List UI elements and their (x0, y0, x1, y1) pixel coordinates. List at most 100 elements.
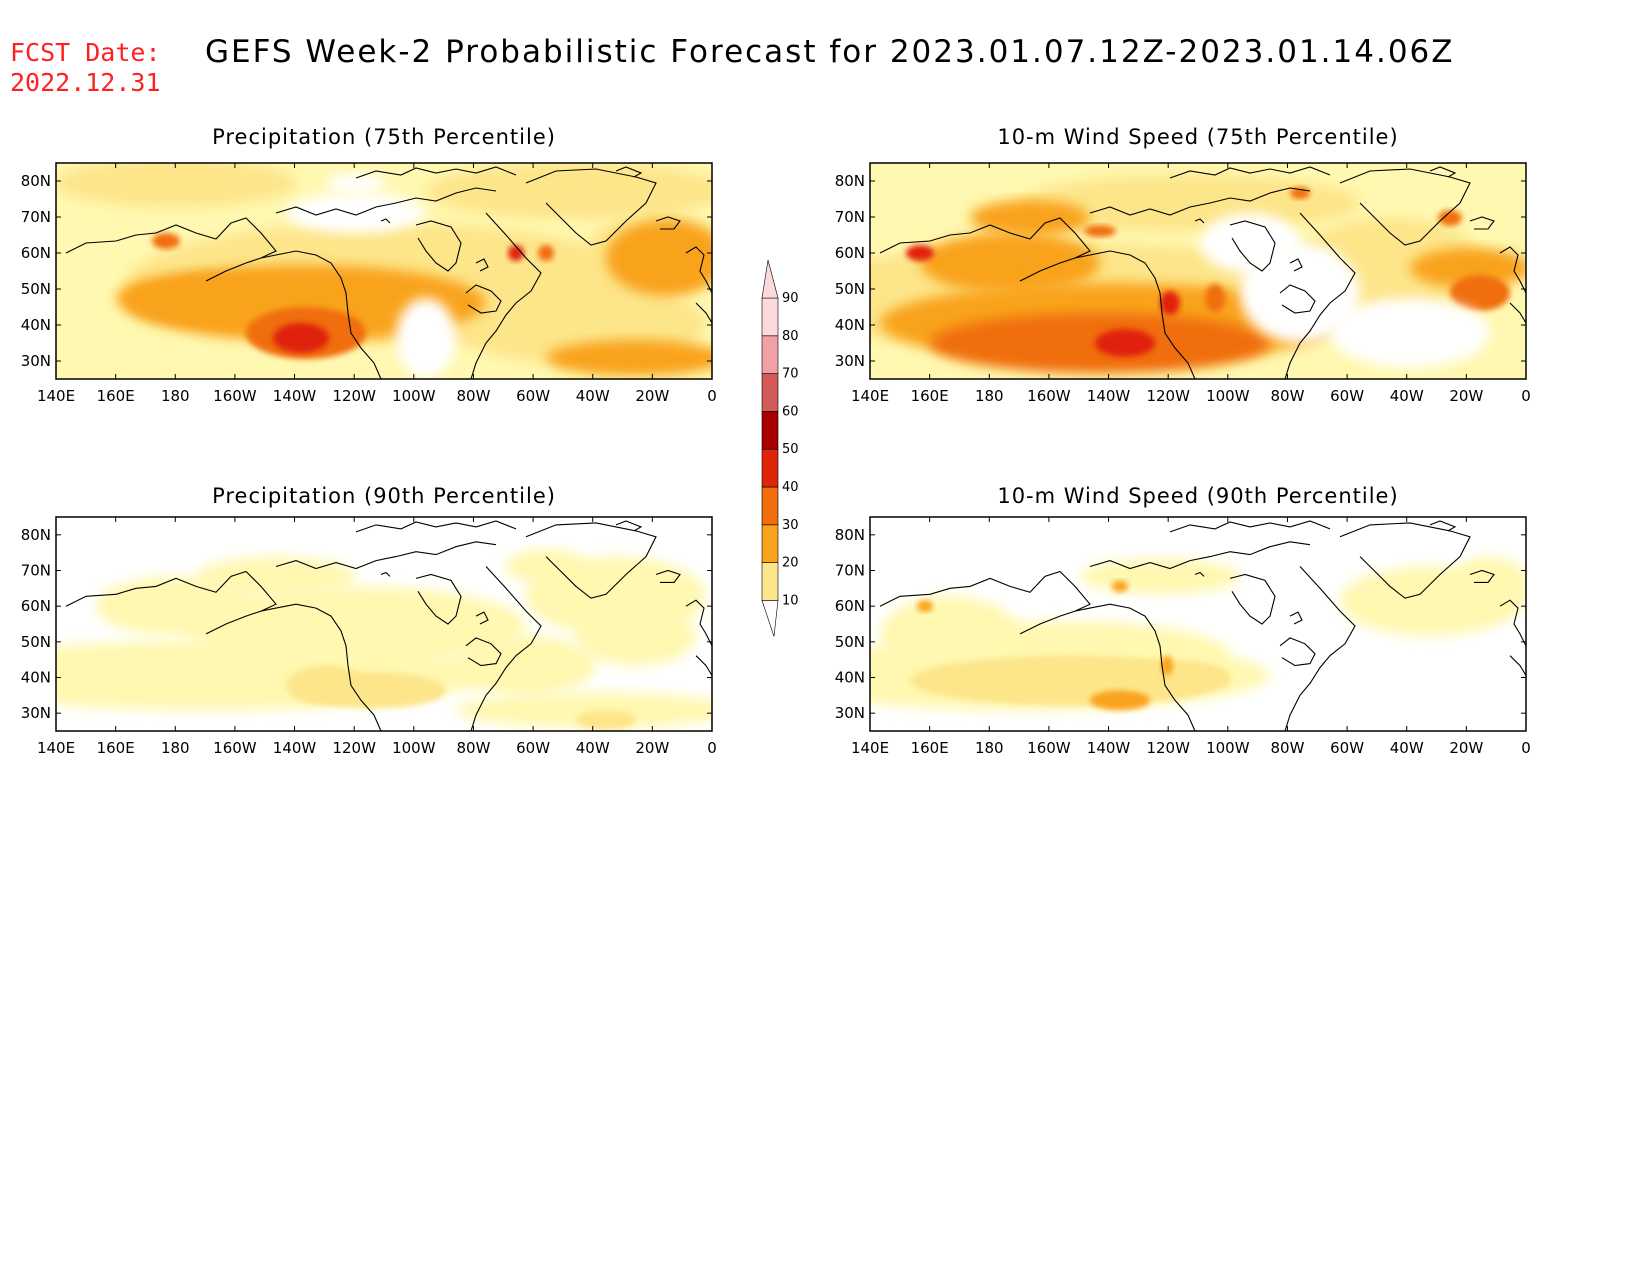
coastline (465, 284, 502, 314)
coastline (1074, 603, 1196, 731)
colorbar: 10 20 30 40 50 60 70 80 90 (761, 259, 799, 637)
lon-tick-label: 60W (1330, 387, 1364, 405)
lon-tick-label: 60W (516, 387, 550, 405)
lat-tick-label: 40N (21, 669, 51, 687)
coastline (1284, 566, 1356, 731)
lon-tick-label: 20W (635, 387, 669, 405)
coastline (1499, 246, 1526, 294)
lat-tick-label: 40N (835, 669, 865, 687)
colorbar-segment (761, 448, 779, 488)
lon-tick-label: 140E (37, 739, 75, 757)
panel-title-wind-75: 10-m Wind Speed (75th Percentile) (997, 125, 1399, 149)
coastline (415, 573, 462, 625)
contour-fill-region (1450, 556, 1526, 617)
contour-fill-region (456, 635, 596, 696)
contour-fill-region (576, 710, 636, 731)
contour-fill-region (576, 606, 696, 666)
contour-fill-region (1090, 690, 1150, 711)
contour-fill-region (508, 245, 524, 261)
colorbar-label: 20 (782, 556, 799, 571)
lat-tick-label: 70N (21, 208, 51, 226)
contour-fill-region (917, 600, 933, 613)
coastline (685, 599, 712, 647)
lon-tick-label: 40W (576, 739, 610, 757)
coastline (260, 250, 382, 379)
forecast-date-label: FCST Date: (10, 38, 161, 67)
coastline (355, 520, 517, 533)
contour-fill-region (96, 576, 256, 636)
colorbar-segment (761, 373, 779, 412)
panel-title-wind-90: 10-m Wind Speed (90th Percentile) (997, 484, 1399, 508)
map-panel-precip-90 (56, 517, 712, 731)
lat-tick-label: 40N (835, 316, 865, 334)
colorbar-label: 10 (782, 593, 799, 608)
coastline (655, 216, 681, 230)
coastline (1289, 611, 1303, 625)
contour-fill-region (396, 298, 456, 378)
lat-tick-label: 80N (21, 172, 51, 190)
contour-fill-region (1020, 175, 1360, 231)
lon-tick-label: 140W (273, 739, 317, 757)
coastline (695, 655, 712, 676)
contour-fill-region (152, 233, 180, 249)
contour-fill-region (546, 340, 712, 376)
colorbar-label: 80 (782, 329, 799, 344)
coastline (65, 217, 277, 282)
page-title: GEFS Week-2 Probabilistic Forecast for 2… (205, 34, 1455, 70)
coastline (380, 571, 391, 577)
contour-fill-region (1160, 291, 1180, 315)
lat-tick-label: 50N (21, 280, 51, 298)
lat-tick-label: 40N (21, 316, 51, 334)
coastline (525, 522, 657, 599)
lon-tick-label: 160W (1027, 739, 1071, 757)
contour-fill-region (426, 163, 712, 219)
lon-tick-label: 160W (213, 739, 257, 757)
lat-tick-label: 70N (835, 562, 865, 580)
lon-tick-label: 160E (97, 387, 135, 405)
colorbar-segment (761, 562, 779, 601)
coastline (1284, 212, 1356, 379)
contour-fill-region (1112, 580, 1128, 593)
coastline (1509, 655, 1526, 676)
coastline (879, 570, 1091, 635)
colorbar-segment (761, 335, 779, 374)
coastline (65, 570, 277, 635)
lon-tick-label: 140W (1087, 387, 1131, 405)
lat-tick-label: 60N (835, 244, 865, 262)
lon-tick-label: 140E (37, 387, 75, 405)
lon-tick-label: 80W (456, 739, 490, 757)
lon-tick-label: 180 (975, 739, 1004, 757)
panel-title-precip-75: Precipitation (75th Percentile) (212, 125, 556, 149)
contour-fill-region (56, 163, 296, 207)
lon-tick-label: 120W (1146, 387, 1190, 405)
lon-tick-label: 140W (1087, 739, 1131, 757)
coastline (655, 569, 681, 583)
lat-tick-label: 30N (835, 352, 865, 370)
lon-tick-label: 140W (273, 387, 317, 405)
map-panel-precip-75 (56, 163, 712, 379)
coastline (465, 637, 502, 667)
contour-fill-region (1410, 248, 1526, 288)
coastline (1429, 166, 1457, 178)
lon-tick-label: 40W (1390, 387, 1424, 405)
coastline (1509, 302, 1526, 324)
lat-tick-label: 50N (835, 633, 865, 651)
coastline (260, 603, 382, 731)
lon-tick-label: 160E (911, 387, 949, 405)
lon-tick-label: 20W (1449, 387, 1483, 405)
colorbar-label: 90 (782, 291, 799, 306)
contour-fill-region (273, 323, 329, 353)
coastline (1169, 166, 1331, 179)
coastline (470, 212, 542, 379)
coastline (695, 302, 712, 324)
lon-tick-label: 180 (161, 739, 190, 757)
coastline (275, 541, 497, 570)
contour-fill-region (506, 548, 586, 585)
coastline (1499, 599, 1526, 647)
lat-tick-label: 30N (21, 352, 51, 370)
contour-fill-region (326, 173, 386, 193)
coastline (415, 220, 462, 272)
lon-tick-label: 160W (213, 387, 257, 405)
coastline (355, 166, 517, 179)
contour-fill-region (1084, 225, 1116, 237)
